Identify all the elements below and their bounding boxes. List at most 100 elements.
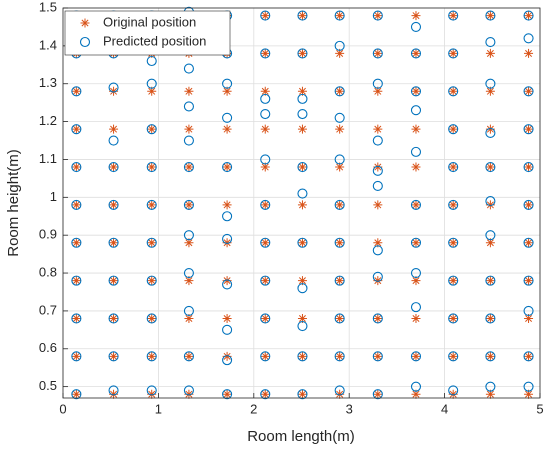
circle-marker bbox=[485, 127, 496, 139]
circle-marker bbox=[372, 389, 383, 400]
star-marker bbox=[222, 86, 232, 96]
star-marker bbox=[524, 162, 534, 172]
circle-marker bbox=[485, 381, 496, 392]
circle-marker bbox=[448, 48, 459, 59]
star-marker bbox=[297, 200, 307, 210]
star-marker bbox=[109, 351, 119, 361]
star-marker bbox=[524, 48, 534, 58]
circle-marker bbox=[334, 199, 345, 210]
circle-marker bbox=[260, 389, 271, 400]
star-marker bbox=[524, 313, 534, 323]
star-marker bbox=[71, 238, 81, 248]
circle-marker bbox=[523, 86, 534, 97]
circle-marker bbox=[523, 124, 534, 135]
circle-marker bbox=[372, 48, 383, 59]
circle-marker bbox=[260, 48, 271, 59]
circle-marker bbox=[372, 271, 383, 282]
circle-marker bbox=[485, 37, 496, 48]
star-marker bbox=[335, 276, 345, 286]
circle-marker bbox=[372, 165, 383, 176]
star-marker bbox=[260, 313, 270, 323]
star-marker bbox=[147, 351, 157, 361]
star-marker bbox=[109, 389, 119, 399]
star-marker bbox=[448, 48, 458, 58]
circle-marker bbox=[448, 10, 459, 21]
plot-frame bbox=[62, 7, 541, 399]
star-marker bbox=[411, 276, 421, 286]
star-marker bbox=[448, 200, 458, 210]
circle-marker bbox=[108, 385, 119, 396]
star-marker bbox=[71, 313, 81, 323]
star-marker bbox=[80, 18, 90, 28]
circle-marker bbox=[448, 313, 459, 324]
star-marker bbox=[411, 11, 421, 21]
star-marker bbox=[109, 313, 119, 323]
star-marker bbox=[184, 276, 194, 286]
legend-box bbox=[64, 10, 231, 56]
circle-marker bbox=[485, 10, 496, 21]
star-marker bbox=[448, 351, 458, 361]
star-marker bbox=[147, 86, 157, 96]
star-marker bbox=[373, 162, 383, 172]
star-marker bbox=[260, 351, 270, 361]
star-marker bbox=[411, 313, 421, 323]
circle-marker bbox=[222, 279, 233, 290]
star-marker bbox=[222, 313, 232, 323]
circle-marker bbox=[523, 351, 534, 362]
star-marker bbox=[71, 276, 81, 286]
circle-marker bbox=[146, 161, 157, 173]
circle-marker bbox=[108, 237, 119, 248]
circle-marker bbox=[183, 230, 194, 241]
star-marker bbox=[109, 276, 119, 286]
star-marker bbox=[184, 162, 194, 172]
circle-marker bbox=[523, 33, 534, 44]
circle-marker bbox=[146, 237, 157, 248]
circle-marker bbox=[523, 237, 534, 248]
circle-marker bbox=[183, 101, 194, 112]
star-marker bbox=[335, 313, 345, 323]
circle-marker bbox=[260, 351, 271, 362]
star-marker bbox=[184, 200, 194, 210]
star-marker bbox=[184, 313, 194, 323]
circle-marker bbox=[485, 351, 496, 362]
circle-marker bbox=[222, 211, 233, 222]
circle-marker bbox=[334, 10, 345, 21]
star-marker bbox=[109, 86, 119, 96]
circle-marker bbox=[183, 161, 194, 173]
circle-marker bbox=[523, 161, 534, 173]
circle-marker bbox=[183, 351, 194, 362]
circle-marker bbox=[71, 313, 82, 324]
circle-marker bbox=[222, 324, 233, 335]
circle-marker bbox=[448, 275, 459, 286]
star-marker bbox=[335, 200, 345, 210]
circle-marker bbox=[222, 161, 233, 173]
star-marker bbox=[485, 200, 495, 210]
star-marker bbox=[373, 313, 383, 323]
circle-marker bbox=[372, 180, 383, 192]
star-marker bbox=[222, 200, 232, 210]
circle-marker bbox=[297, 93, 308, 104]
star-marker bbox=[335, 48, 345, 58]
star-marker bbox=[335, 11, 345, 21]
circle-marker bbox=[410, 267, 422, 279]
star-marker bbox=[297, 389, 307, 399]
star-marker bbox=[222, 351, 232, 361]
circle-marker bbox=[260, 199, 271, 210]
star-marker bbox=[297, 48, 307, 58]
circle-marker bbox=[485, 275, 496, 286]
circle-marker bbox=[334, 275, 345, 286]
star-marker bbox=[260, 200, 270, 210]
circle-marker bbox=[372, 313, 383, 324]
star-marker bbox=[524, 124, 534, 134]
star-marker bbox=[147, 162, 157, 172]
circle-marker bbox=[108, 82, 119, 93]
star-marker bbox=[448, 389, 458, 399]
star-marker bbox=[297, 238, 307, 248]
circle-marker bbox=[448, 199, 459, 210]
circle-marker bbox=[448, 124, 459, 135]
legend: Original position Predicted position bbox=[64, 10, 231, 56]
x-tick-label: 0 bbox=[59, 401, 66, 416]
star-marker bbox=[485, 313, 495, 323]
star-marker bbox=[524, 238, 534, 248]
